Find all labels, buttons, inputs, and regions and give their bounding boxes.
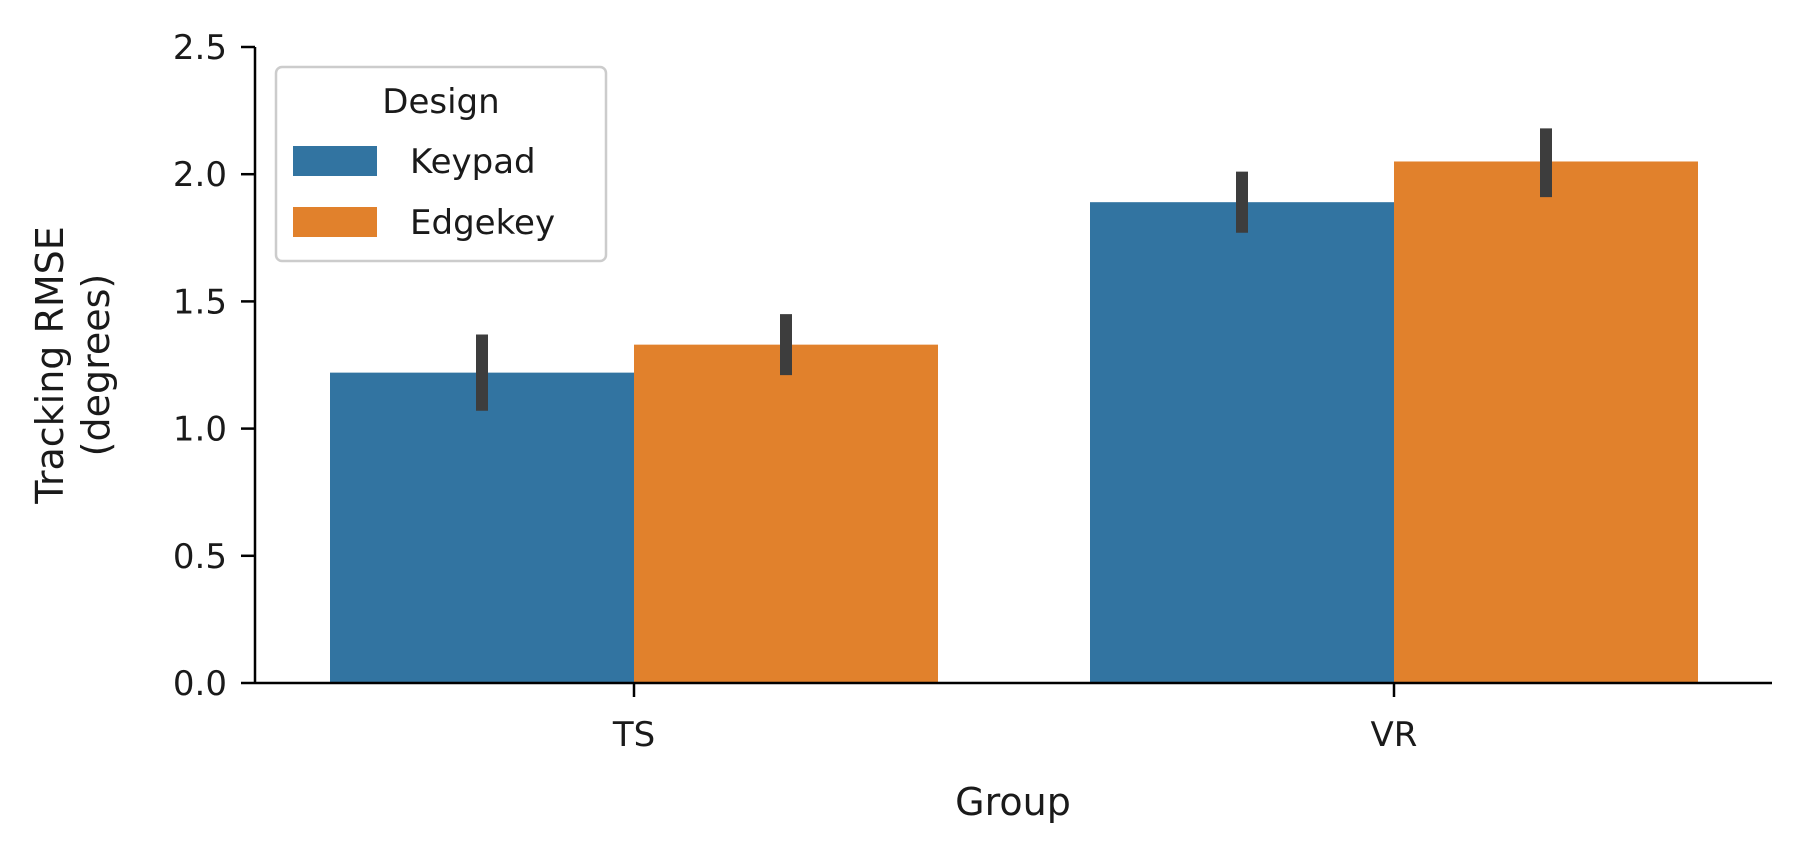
legend-swatch-edgekey [293,207,377,237]
errorbars-layer [476,128,1552,411]
y-tick-label: 2.5 [173,28,227,68]
y-tick-label: 1.5 [173,282,227,322]
axes [253,47,1772,685]
bar-edgekey-ts [634,344,938,683]
y-axis-label-line-2: (degrees) [74,274,118,457]
bar-edgekey-vr [1394,161,1698,684]
legend-label-edgekey: Edgekey [410,203,555,243]
legend-title: Design [382,82,499,122]
y-tick-label: 0.5 [173,537,227,577]
legend: Design Keypad Edgekey [274,65,608,263]
y-tick-label: 2.0 [173,155,227,195]
bars-layer [330,161,1698,684]
x-axis-label: Group [955,780,1071,824]
legend-label-keypad: Keypad [410,142,536,182]
x-ticks: TS VR [612,683,1418,755]
bar-keypad-vr [1090,202,1394,683]
x-tick-label: TS [612,715,655,755]
y-ticks: 0.0 0.5 1.0 1.5 2.0 2.5 [173,28,255,704]
legend-swatch-keypad [293,146,377,176]
y-axis-label-line-1: Tracking RMSE [28,226,72,505]
x-tick-label: VR [1371,715,1418,755]
bar-keypad-ts [330,372,634,683]
y-tick-label: 1.0 [173,410,227,450]
y-tick-label: 0.0 [173,664,227,704]
